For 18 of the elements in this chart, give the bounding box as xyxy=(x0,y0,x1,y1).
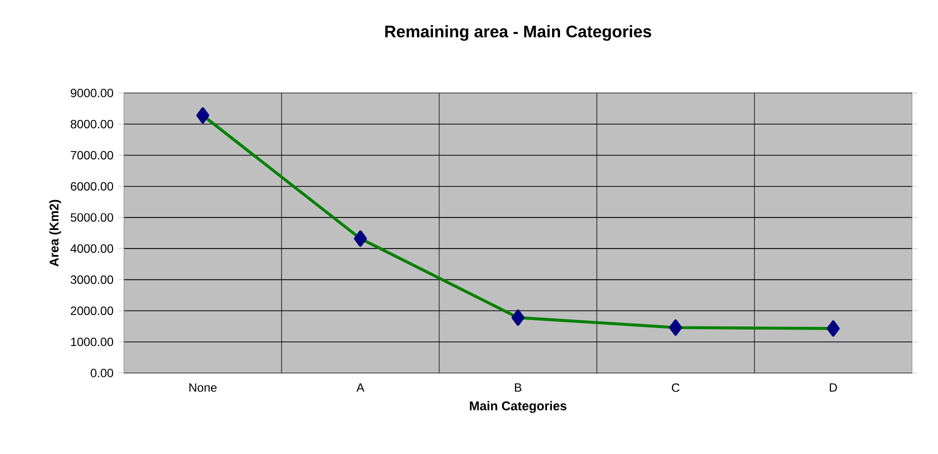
y-tick-label: 0.00 xyxy=(90,368,114,378)
y-tick-label: 4000.00 xyxy=(70,244,114,253)
chart-title: Remaining area - Main Categories xyxy=(385,25,652,41)
y-tick-label: 8000.00 xyxy=(70,120,114,128)
x-tick-label: A xyxy=(356,383,364,392)
x-tick-label: None xyxy=(189,383,217,392)
y-tick-label: 3000.00 xyxy=(70,275,114,284)
y-tick-label: 1000.00 xyxy=(71,338,114,346)
y-tick-label: 7000.00 xyxy=(70,150,114,160)
y-tick-label: 5000.00 xyxy=(70,213,114,222)
y-tick-label: 2000.00 xyxy=(70,306,114,316)
x-tick-label: B xyxy=(514,383,522,392)
y-tick-label: 6000.00 xyxy=(70,182,114,191)
x-tick-label: C xyxy=(672,383,680,392)
x-axis-title: Main Categories xyxy=(470,401,566,413)
y-axis-title: Area (Km2) xyxy=(49,200,62,266)
y-tick-label: 9000.00 xyxy=(70,88,114,98)
x-tick-label: D xyxy=(830,383,837,392)
